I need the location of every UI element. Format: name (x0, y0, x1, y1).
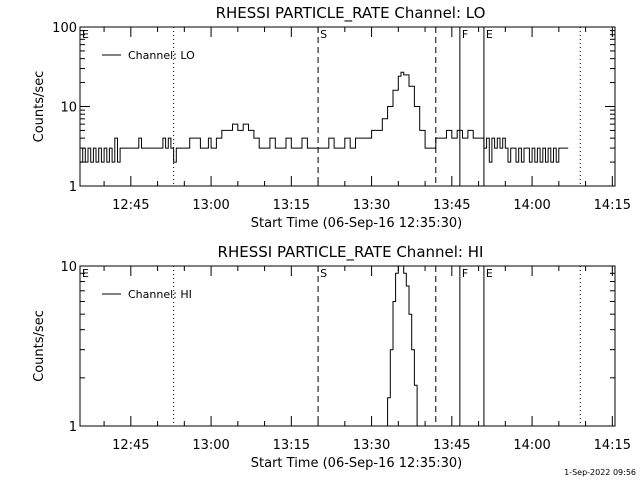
generation-timestamp: 1-Sep-2022 09:56 (564, 468, 636, 477)
event-marker-label: F (462, 28, 468, 41)
x-tick-label: 13:45 (433, 438, 470, 453)
data-series-line (384, 265, 422, 427)
y-tick-label: 10 (60, 101, 77, 116)
x-axis-label: Start Time (06-Sep-16 12:35:30) (251, 456, 462, 471)
y-tick-label: 100 (52, 21, 77, 36)
event-marker-label: E (82, 28, 89, 41)
event-marker-label: S (320, 267, 327, 280)
x-tick-label: 14:15 (594, 438, 631, 453)
chart-panel-2: RHESSI PARTICLE_RATE Channel: HI Counts/s… (32, 243, 631, 471)
legend-entry: Channel: HI (128, 288, 192, 301)
x-tick-label: 12:45 (112, 198, 149, 213)
event-marker-label: E (486, 28, 493, 41)
event-marker-label: E (486, 267, 493, 280)
x-axis-label: Start Time (06-Sep-16 12:35:30) (251, 216, 462, 231)
y-axis-label: Counts/sec (32, 310, 47, 382)
plot-frame (79, 265, 616, 427)
y-axis-label: Counts/sec (32, 71, 47, 143)
data-series-line (80, 71, 569, 163)
event-marker-label: E (82, 267, 89, 280)
y-tick-label: 1 (69, 420, 77, 435)
x-tick-label: 13:00 (192, 438, 229, 453)
event-marker-label: S (320, 28, 327, 41)
x-tick-label: 13:15 (273, 198, 310, 213)
x-tick-label: 13:30 (353, 438, 390, 453)
legend-entry: Channel: LO (128, 49, 195, 62)
x-tick-label: 12:45 (112, 438, 149, 453)
chart-title: RHESSI PARTICLE_RATE Channel: LO (216, 4, 486, 23)
chart-title: RHESSI PARTICLE_RATE Channel: HI (218, 243, 484, 262)
x-tick-label: 13:15 (273, 438, 310, 453)
x-tick-label: 13:30 (353, 198, 390, 213)
x-tick-label: 13:45 (433, 198, 470, 213)
x-tick-label: 13:00 (192, 198, 229, 213)
x-tick-label: 14:00 (513, 438, 550, 453)
x-tick-label: 14:15 (594, 198, 631, 213)
chart-panel-1: RHESSI PARTICLE_RATE Channel: LO Counts/s… (32, 4, 631, 231)
y-tick-label: 10 (60, 260, 77, 275)
event-marker-label: F (462, 267, 468, 280)
x-tick-label: 14:00 (513, 198, 550, 213)
y-tick-label: 1 (69, 180, 77, 195)
